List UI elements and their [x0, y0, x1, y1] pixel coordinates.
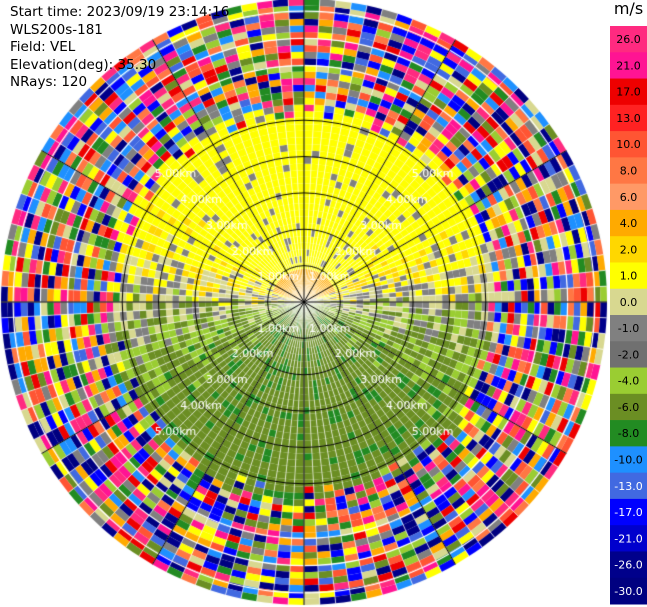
colorbar-tick-label: -21.0	[614, 532, 642, 545]
colorbar-swatch	[610, 551, 647, 579]
colorbar-swatch	[610, 157, 647, 185]
colorbar-swatch	[610, 26, 647, 53]
colorbar-tick-label: -6.0	[618, 401, 639, 414]
start-time-text: Start time: 2023/09/19 23:14:16	[10, 4, 230, 20]
colorbar-tick-label: -26.0	[614, 559, 642, 572]
colorbar-swatch	[610, 420, 647, 447]
nrays-text: NRays: 120	[10, 74, 88, 90]
colorbar-swatch	[610, 288, 647, 316]
colorbar-swatch	[610, 262, 647, 290]
colorbar-tick-label: 0.0	[620, 296, 638, 309]
colorbar: 26.0 21.0 17.0 13.0 10.0 8.0 6.0 4.0 2.0 1.0 0.0 -1…	[610, 26, 647, 605]
colorbar-tick-label: 21.0	[616, 59, 641, 72]
colorbar-tick-label: -13.0	[614, 480, 642, 493]
colorbar-tick-label: 13.0	[616, 112, 641, 125]
colorbar-tick-label: -8.0	[618, 427, 639, 440]
colorbar-swatch	[610, 577, 647, 605]
colorbar-swatch	[610, 446, 647, 474]
colorbar-tick-label: 26.0	[616, 33, 641, 46]
colorbar-unit: m/s	[613, 0, 644, 18]
colorbar-swatch	[610, 78, 647, 106]
colorbar-swatch	[610, 341, 647, 369]
elevation-text: Elevation(deg): 35.30	[10, 56, 157, 73]
field-text: Field: VEL	[10, 39, 76, 55]
colorbar-swatch	[610, 525, 647, 552]
colorbar-tick-label: 10.0	[616, 138, 641, 151]
colorbar-tick-label: -17.0	[614, 506, 642, 519]
colorbar-tick-label: -1.0	[618, 322, 639, 335]
colorbar-tick-label: -30.0	[614, 585, 642, 598]
colorbar-tick-label: 1.0	[620, 270, 638, 283]
colorbar-swatch	[610, 498, 647, 526]
colorbar-swatch	[610, 209, 647, 237]
colorbar-swatch	[610, 472, 647, 500]
colorbar-swatch	[610, 367, 647, 395]
colorbar-swatch	[610, 183, 647, 211]
colorbar-tick-label: -2.0	[618, 348, 639, 361]
colorbar-tick-label: -4.0	[618, 375, 639, 388]
colorbar-tick-label: 8.0	[620, 165, 638, 178]
colorbar-tick-label: -10.0	[614, 454, 642, 467]
info-panel: Start time: 2023/09/19 23:14:16 WLS200s-…	[10, 4, 229, 92]
colorbar-swatch	[610, 315, 647, 342]
colorbar-swatch	[610, 52, 647, 80]
colorbar-swatch	[610, 236, 647, 263]
colorbar-tick-label: 6.0	[620, 191, 638, 204]
colorbar-swatch	[610, 393, 647, 421]
colorbar-tick-label: 2.0	[620, 243, 638, 256]
station-name-text: WLS200s-181	[10, 21, 103, 38]
colorbar-tick-label: 17.0	[616, 86, 641, 99]
colorbar-swatch	[610, 131, 647, 158]
colorbar-tick-label: 4.0	[620, 217, 638, 230]
colorbar-swatch	[610, 104, 647, 132]
